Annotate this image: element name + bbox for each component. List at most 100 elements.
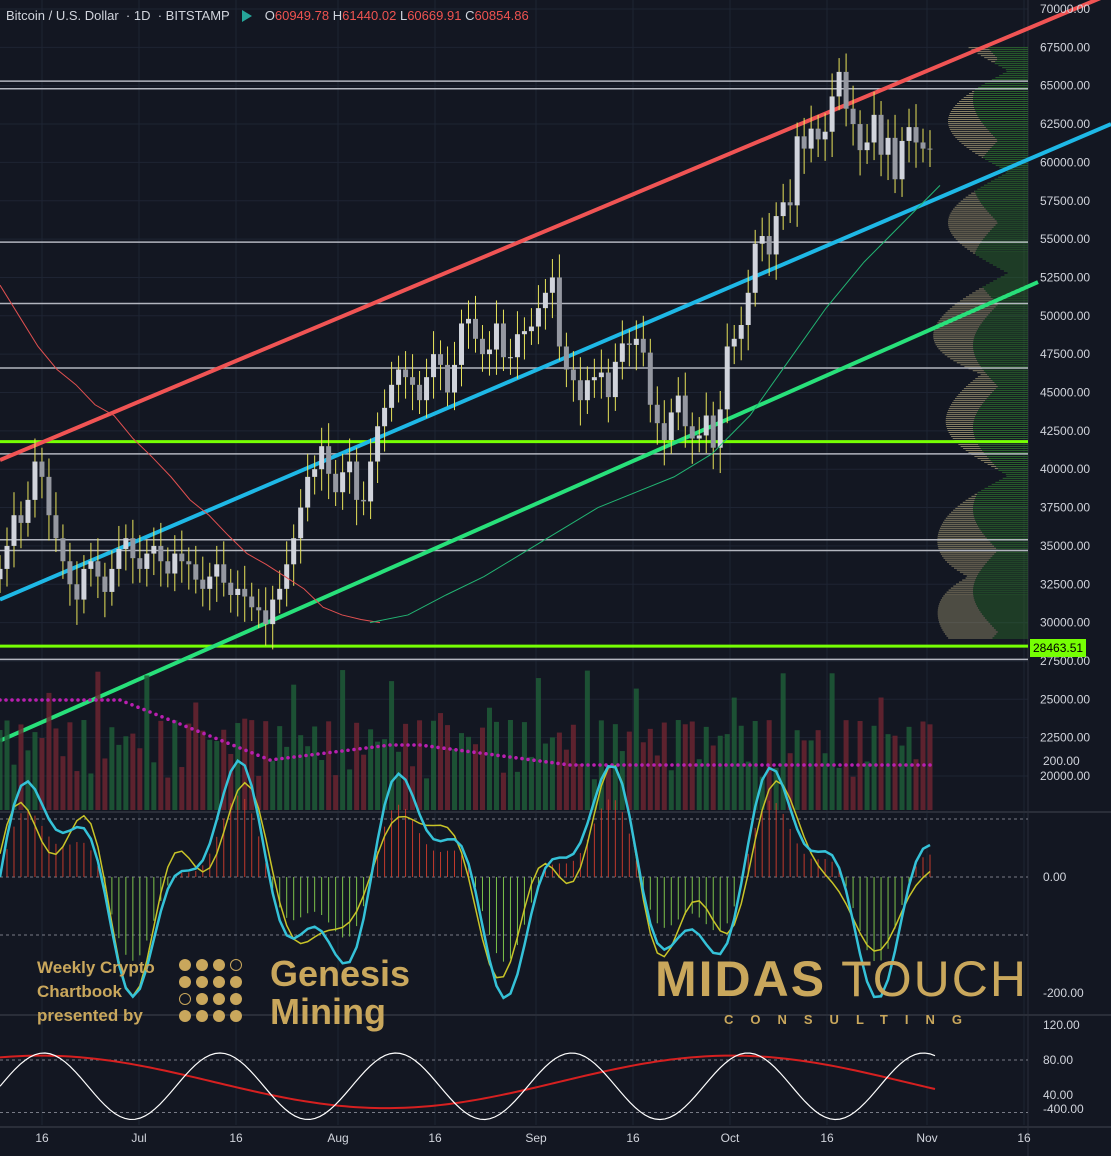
volume-ma-dot — [154, 712, 158, 717]
volume-ma-dot — [0, 698, 2, 702]
volume-bar — [661, 722, 667, 810]
candle-body — [563, 346, 569, 370]
volume-ma-dot — [700, 763, 704, 767]
volume-ma-dot — [880, 763, 884, 767]
time-tick-label: 16 — [1017, 1131, 1031, 1145]
time-tick-label: Nov — [916, 1131, 937, 1145]
volume-ma-dot — [664, 763, 668, 767]
candle-body — [424, 377, 430, 401]
volume-ma-dot — [364, 746, 368, 750]
volume-bar — [214, 741, 220, 810]
volume-ma-dot — [538, 759, 542, 763]
volume-ma-dot — [382, 743, 386, 748]
consulting-word: CONSULTING — [724, 1012, 979, 1027]
volume-ma-dot — [214, 736, 218, 741]
candle-body — [172, 553, 178, 574]
cci-tick-label: 0.00 — [1043, 870, 1067, 884]
volume-bar — [717, 735, 723, 810]
volume-bar — [696, 759, 702, 810]
price-tick-label: 52500.00 — [1040, 270, 1090, 284]
time-tick-label: Sep — [525, 1131, 547, 1145]
candle-body — [389, 384, 395, 408]
volume-ma-dot — [388, 743, 392, 747]
volume-bar — [319, 760, 325, 810]
candle-body — [514, 334, 520, 358]
candle-body — [81, 568, 87, 600]
candle-body — [612, 361, 618, 398]
volume-ma-dot — [130, 703, 134, 707]
volume-ma-dot — [568, 763, 572, 767]
candle-body — [633, 338, 639, 345]
candle-body — [850, 108, 856, 125]
candle-body — [598, 372, 604, 378]
price-tick-label: 37500.00 — [1040, 501, 1090, 515]
candle-body — [535, 308, 541, 327]
volume-ma-dot — [346, 748, 350, 753]
volume-ma-dot — [580, 763, 584, 767]
candle-body — [927, 148, 933, 150]
price-tick-label: 30000.00 — [1040, 616, 1090, 630]
volume-bar — [465, 736, 471, 810]
candle-body — [913, 127, 919, 143]
volume-ma-dot — [892, 763, 896, 767]
candle-body — [382, 407, 388, 427]
volume-ma-dot — [94, 698, 98, 702]
volume-ma-dot — [286, 755, 290, 760]
volume-ma-dot — [472, 750, 476, 754]
volume-bar — [724, 734, 730, 810]
volume-bar — [249, 720, 255, 810]
volume-bar — [577, 763, 583, 810]
candle-body — [556, 277, 562, 347]
volume-bar — [18, 724, 24, 810]
candle-body — [326, 446, 332, 474]
volume-ma-dot — [424, 744, 428, 748]
candle-body — [773, 216, 779, 255]
volume-ma-dot — [838, 763, 842, 767]
candle-body — [542, 292, 548, 309]
volume-ma-dot — [742, 763, 746, 767]
volume-bar — [885, 734, 891, 810]
volume-bar — [486, 707, 492, 810]
volume-ma-dot — [106, 698, 110, 702]
volume-bar — [235, 723, 241, 810]
symbol-name: Bitcoin / U.S. Dollar — [6, 8, 119, 23]
volume-bar — [927, 724, 933, 810]
volume-ma-dot — [808, 763, 812, 767]
volume-bar — [836, 767, 842, 810]
volume-ma-dot — [922, 763, 926, 767]
volume-ma-dot — [562, 762, 566, 766]
volume-bar — [270, 760, 276, 810]
candle-body — [486, 349, 492, 355]
candle-body — [102, 576, 108, 592]
candle-body — [696, 435, 702, 439]
candle-body — [724, 346, 730, 410]
price-tick-label: 32500.00 — [1040, 577, 1090, 591]
stoch-tick-label: 80.00 — [1043, 1053, 1073, 1067]
volume-bar — [626, 731, 632, 810]
volume-ma-dot — [868, 763, 872, 767]
volume-ma-dot — [592, 763, 596, 767]
volume-bar — [438, 713, 444, 810]
candle-body — [235, 588, 241, 595]
volume-ma-dot — [694, 763, 698, 767]
candle-body — [878, 114, 884, 155]
volume-bar — [186, 723, 192, 810]
volume-ma-dot — [160, 715, 164, 719]
volume-bar — [39, 738, 45, 810]
candle-body — [158, 545, 164, 562]
candle-body — [780, 202, 786, 217]
candle-body — [53, 515, 59, 539]
candle-body — [361, 499, 367, 502]
volume-bar — [396, 751, 402, 810]
volume-ma-dot — [82, 698, 86, 702]
volume-ma-dot — [358, 746, 362, 751]
candle-body — [137, 558, 143, 569]
candle-body — [864, 142, 870, 151]
candle-body — [682, 395, 688, 427]
volume-ma-dot — [796, 763, 800, 767]
volume-ma-dot — [202, 731, 206, 736]
price-tick-label: 20000.00 — [1040, 769, 1090, 783]
volume-ma-dot — [598, 763, 602, 767]
volume-bar — [326, 721, 332, 810]
